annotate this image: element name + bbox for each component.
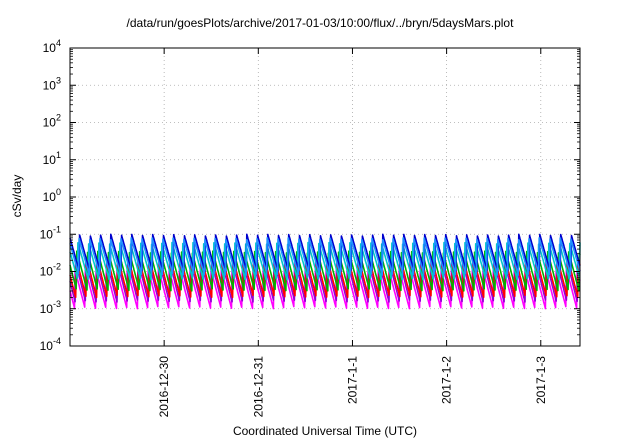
y-tick-label: 101 — [43, 150, 61, 167]
axis-ticks — [70, 47, 580, 347]
tick-labels: 10-4 10-3 10-2 10-1 100 101 102 103 104 2016-12-3… — [40, 38, 548, 417]
y-tick-label: 10-1 — [40, 224, 61, 241]
x-tick-label: 2017-1-2 — [440, 356, 454, 404]
y-tick-label: 10-2 — [40, 262, 61, 279]
data-series-line — [69, 237, 581, 276]
chart-title: /data/run/goesPlots/archive/2017-01-03/1… — [126, 16, 514, 30]
data-series-line — [69, 233, 581, 273]
x-tick-label: 2017-1-3 — [534, 356, 548, 404]
y-tick-label: 103 — [43, 75, 61, 92]
y-tick-label: 104 — [43, 38, 61, 55]
y-tick-label: 102 — [43, 113, 61, 130]
series-lines — [69, 233, 581, 310]
x-axis-label: Coordinated Universal Time (UTC) — [232, 424, 418, 438]
x-tick-label: 2017-1-1 — [345, 356, 359, 404]
data-series-line — [69, 250, 581, 292]
y-tick-label: 10-3 — [40, 299, 61, 316]
x-tick-label: 2016-12-30 — [157, 356, 171, 418]
data-series-line — [69, 241, 581, 281]
x-tick-label: 2016-12-31 — [251, 356, 265, 418]
y-tick-label: 100 — [43, 187, 61, 204]
y-tick-label: 10-4 — [40, 336, 61, 353]
